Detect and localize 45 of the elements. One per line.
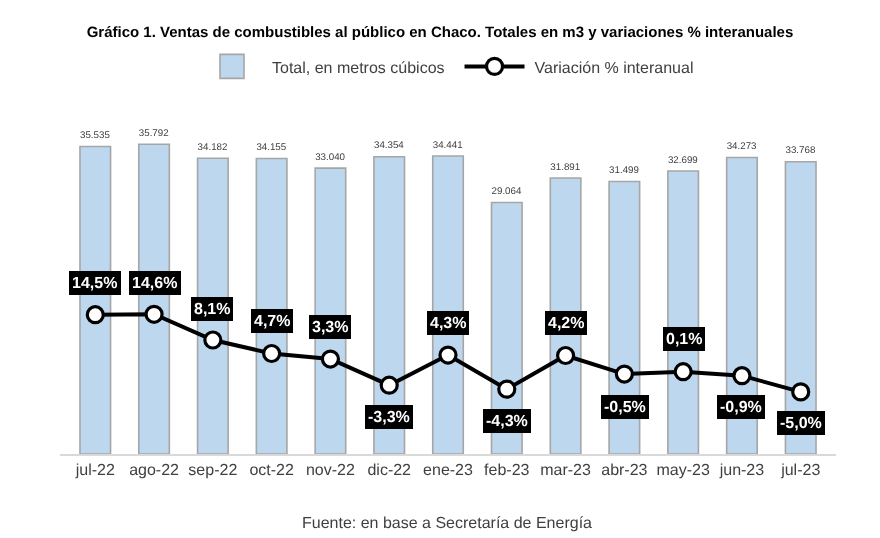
x-tick-label: jun-23: [717, 461, 766, 480]
bar: [314, 167, 347, 454]
point: [203, 330, 223, 350]
data-label: 14,5%: [72, 274, 118, 292]
x-tick-label: mar-23: [540, 461, 593, 480]
x-tick-label: ene-23: [423, 461, 474, 480]
x-tick-label: jul-22: [73, 461, 116, 480]
point: [320, 349, 341, 369]
x-tick-label: abr-23: [601, 461, 649, 480]
data-label: 0,1%: [666, 330, 703, 348]
x-tick-label: may-23: [656, 461, 711, 480]
x-tick-label: nov-22: [305, 461, 356, 480]
x-tick-label: jul-23: [779, 461, 822, 480]
data-label: 14,6%: [132, 274, 178, 292]
point: [614, 364, 634, 384]
point: [85, 305, 105, 325]
point: [438, 345, 458, 365]
point: [144, 304, 164, 324]
legend-label: Variación % interanual: [534, 58, 694, 77]
x-tick-label: dic-22: [367, 461, 413, 480]
x-tick-label: ago-22: [129, 461, 181, 480]
point: [791, 382, 811, 402]
point: [262, 343, 282, 364]
point: [379, 375, 399, 395]
point: [673, 362, 693, 382]
data-label: -4,3%: [486, 412, 528, 430]
data-label: 4,7%: [254, 312, 291, 330]
source-note: Fuente: en base a Secretaría de Energía: [302, 514, 594, 532]
point: [497, 379, 517, 399]
data-label: 8,1%: [194, 300, 231, 318]
data-label: 4,3%: [430, 314, 467, 332]
bar: [431, 155, 465, 454]
point: [732, 366, 752, 386]
point: [555, 345, 576, 366]
x-tick-label: sep-22: [188, 461, 239, 480]
x-tick-label: oct-22: [249, 461, 295, 480]
data-label: 4,2%: [548, 314, 585, 332]
data-label: -5,0%: [780, 414, 822, 432]
data-label: 3,3%: [312, 318, 349, 336]
legend-label: Total, en metros cúbicos: [272, 58, 445, 77]
data-label: -3,3%: [368, 408, 410, 426]
bar: [196, 157, 229, 454]
data-label: -0,9%: [720, 398, 762, 416]
data-label: -0,5%: [604, 398, 646, 416]
x-tick-label: feb-23: [484, 461, 531, 480]
